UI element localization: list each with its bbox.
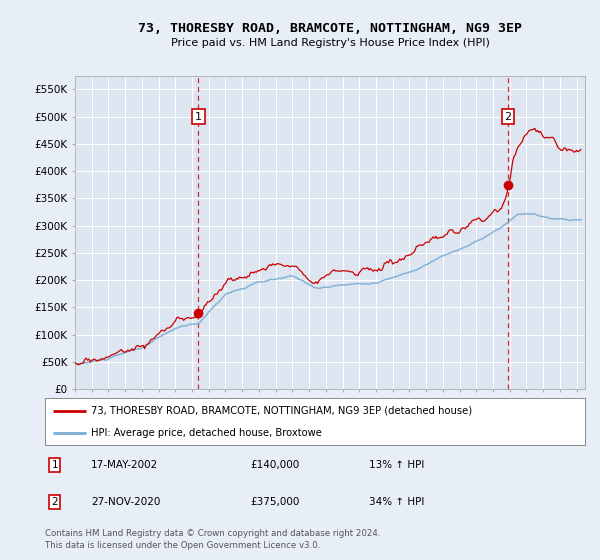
Text: 1: 1 <box>52 460 58 470</box>
Text: £375,000: £375,000 <box>250 497 299 507</box>
Text: 27-NOV-2020: 27-NOV-2020 <box>91 497 160 507</box>
Text: Price paid vs. HM Land Registry's House Price Index (HPI): Price paid vs. HM Land Registry's House … <box>170 38 490 48</box>
Text: HPI: Average price, detached house, Broxtowe: HPI: Average price, detached house, Brox… <box>91 428 322 438</box>
Text: 1: 1 <box>195 111 202 122</box>
Text: £140,000: £140,000 <box>250 460 299 470</box>
Text: 73, THORESBY ROAD, BRAMCOTE, NOTTINGHAM, NG9 3EP (detached house): 73, THORESBY ROAD, BRAMCOTE, NOTTINGHAM,… <box>91 406 472 416</box>
Text: 13% ↑ HPI: 13% ↑ HPI <box>369 460 424 470</box>
Text: 2: 2 <box>505 111 512 122</box>
Text: 34% ↑ HPI: 34% ↑ HPI <box>369 497 424 507</box>
Text: Contains HM Land Registry data © Crown copyright and database right 2024.
This d: Contains HM Land Registry data © Crown c… <box>45 529 380 550</box>
Text: 2: 2 <box>52 497 58 507</box>
Text: 73, THORESBY ROAD, BRAMCOTE, NOTTINGHAM, NG9 3EP: 73, THORESBY ROAD, BRAMCOTE, NOTTINGHAM,… <box>138 22 522 35</box>
Text: 17-MAY-2002: 17-MAY-2002 <box>91 460 158 470</box>
